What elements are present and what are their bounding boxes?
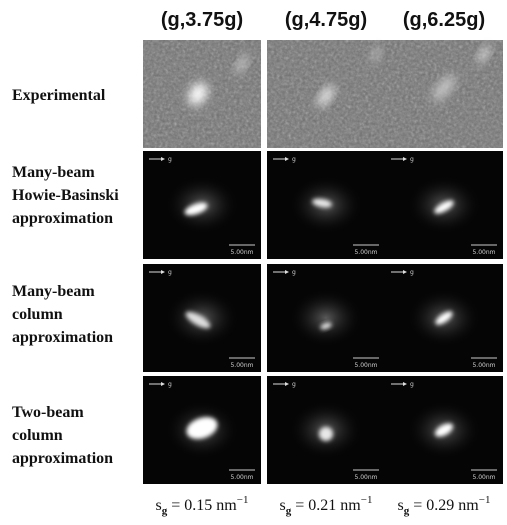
page: { "columns": [ {"header": "(g,3.75g)", "… [0, 0, 507, 525]
row-label: column [12, 427, 63, 444]
footer-text: = 0.29 nm [413, 497, 479, 514]
row-label: Howie-Basinski [12, 187, 119, 204]
direction-label: g [292, 269, 296, 276]
direction-label: g [410, 269, 414, 276]
column-footer: sg= 0.21 nm−1 [280, 494, 373, 517]
footer-superscript: −1 [237, 494, 249, 506]
figure: (g,3.75g) sg= 0.15 nm−1 (g,4.75g) sg= 0.21 … [0, 0, 507, 525]
simulated-image: g 5.00nm [143, 151, 261, 259]
row-label: Many-beam [12, 283, 95, 300]
row-label: approximation [12, 329, 113, 346]
scale-bar-label: 5.00nm [230, 249, 253, 256]
experimental-image [385, 40, 503, 148]
column-footer: sg= 0.15 nm−1 [156, 494, 249, 517]
footer-subscript: g [404, 505, 410, 517]
scale-bar-label: 5.00nm [230, 474, 253, 481]
simulated-image: g 5.00nm [385, 264, 503, 372]
direction-label: g [410, 156, 414, 163]
direction-label: g [168, 156, 172, 163]
footer-subscript: g [162, 505, 168, 517]
simulated-image: g 5.00nm [385, 151, 503, 259]
footer-superscript: −1 [479, 494, 491, 506]
scale-bar-label: 5.00nm [472, 249, 495, 256]
footer-text: = 0.21 nm [295, 497, 361, 514]
column-footer: sg= 0.29 nm−1 [398, 494, 491, 517]
row-label: column [12, 306, 63, 323]
scale-bar-label: 5.00nm [354, 249, 377, 256]
row-label: Many-beam [12, 164, 95, 181]
row-label: Experimental [12, 87, 106, 104]
row-label: approximation [12, 210, 113, 227]
row-label: approximation [12, 450, 113, 467]
scale-bar-label: 5.00nm [472, 474, 495, 481]
halo [288, 288, 364, 348]
scale-bar-label: 5.00nm [354, 362, 377, 369]
direction-label: g [168, 269, 172, 276]
row-label: Two-beam [12, 404, 84, 421]
simulated-image: g 5.00nm [267, 376, 385, 484]
footer-subscript: g [286, 505, 292, 517]
simulated-image: g 5.00nm [267, 264, 385, 372]
direction-label: g [292, 156, 296, 163]
scale-bar-label: 5.00nm [472, 362, 495, 369]
simulated-image: g 5.00nm [143, 264, 261, 372]
simulated-image: g 5.00nm [385, 376, 503, 484]
simulated-image: g 5.00nm [143, 376, 261, 484]
footer-superscript: −1 [361, 494, 373, 506]
footer-text: = 0.15 nm [171, 497, 237, 514]
experimental-image [143, 40, 261, 148]
simulated-image: g 5.00nm [267, 151, 385, 259]
direction-label: g [168, 381, 172, 388]
direction-label: g [410, 381, 414, 388]
experimental-image [267, 40, 385, 148]
bright-feature [319, 427, 333, 441]
direction-label: g [292, 381, 296, 388]
column-header: (g,3.75g) [161, 9, 243, 31]
scale-bar-label: 5.00nm [354, 474, 377, 481]
column-header: (g,6.25g) [403, 9, 485, 31]
column-header: (g,4.75g) [285, 9, 367, 31]
scale-bar-label: 5.00nm [230, 362, 253, 369]
